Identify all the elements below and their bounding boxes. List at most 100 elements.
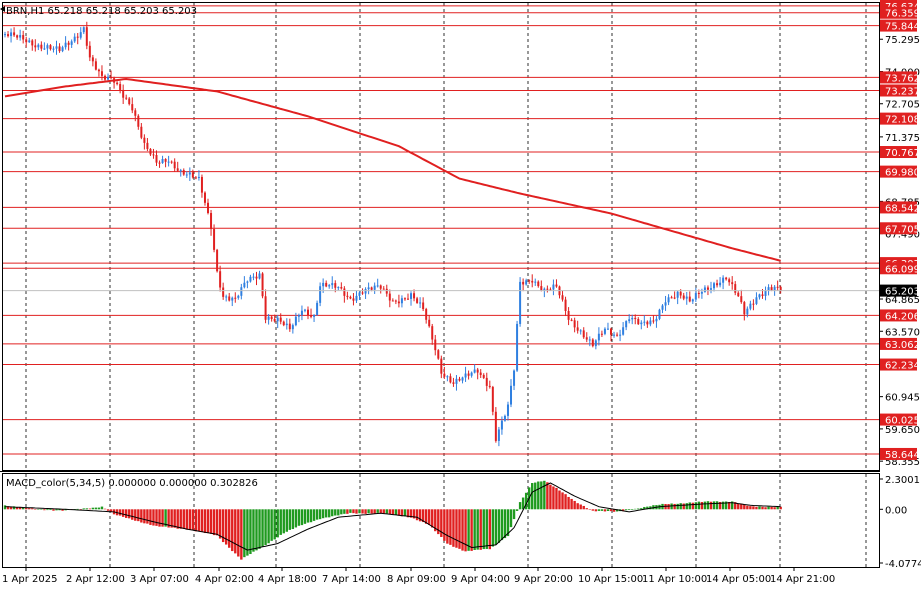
candle-body: [325, 282, 328, 287]
candle-body: [125, 97, 128, 99]
macd-bar: [621, 509, 625, 512]
macd-bar: [606, 509, 610, 512]
macd-bar: [570, 498, 573, 510]
candle-body: [776, 286, 779, 288]
price-pane-frame: [2, 2, 880, 471]
macd-bar: [473, 509, 476, 550]
macd-bar: [503, 509, 507, 539]
macd-bar: [452, 509, 455, 547]
candle-body: [697, 293, 700, 295]
macd-bar: [637, 508, 640, 510]
candle-body: [555, 284, 558, 287]
candle-body: [661, 305, 664, 310]
macd-bar: [140, 509, 143, 523]
candle-body: [140, 126, 143, 138]
time-label: 14 Apr 05:00: [706, 574, 771, 585]
candle-body: [691, 299, 694, 302]
macd-bar: [279, 509, 282, 535]
level-price-badge: [880, 413, 917, 426]
macd-bar: [25, 508, 28, 510]
candle-body: [470, 372, 473, 376]
macd-bar: [328, 509, 331, 518]
candle-body: [525, 280, 528, 285]
macd-bar: [552, 486, 555, 510]
horizontal-levels: [3, 5, 879, 455]
candle-body: [219, 271, 222, 288]
candle-body: [222, 287, 225, 297]
macd-bar: [767, 506, 770, 510]
macd-bar: [346, 509, 349, 514]
macd-bar: [318, 509, 322, 520]
macd-bar: [591, 509, 595, 511]
candle-body: [585, 337, 588, 340]
candle-body: [761, 294, 764, 296]
macd-bar: [518, 502, 522, 510]
macd-bar: [58, 509, 61, 511]
macd-bar: [49, 509, 52, 511]
candle-body: [622, 327, 625, 335]
macd-bar: [543, 480, 546, 510]
price-tick-label: 63.570: [885, 327, 920, 338]
macd-bar: [779, 506, 782, 510]
candle-body: [440, 358, 443, 374]
macd-bar: [627, 509, 631, 510]
macd-bar: [200, 509, 204, 532]
macd-bar: [234, 509, 237, 554]
price-tick-label: 59.650: [885, 425, 920, 436]
macd-bar: [509, 509, 513, 528]
macd-signal-line: [4, 482, 781, 551]
macd-signal: [4, 482, 781, 551]
macd-tick-label: 0.00: [885, 505, 907, 516]
macd-bar: [285, 509, 288, 532]
candle-body: [367, 287, 370, 290]
candle-body: [167, 161, 170, 163]
macd-bar: [321, 509, 325, 519]
candle-body: [122, 89, 125, 98]
macd-bar: [418, 509, 422, 522]
level-price-label: 66.099: [885, 264, 920, 275]
macd-bar: [376, 509, 379, 513]
candle-body: [388, 293, 391, 301]
candle-body: [634, 317, 637, 320]
macd-bar: [388, 509, 392, 515]
candle-body: [640, 322, 643, 325]
candle-body: [740, 296, 743, 303]
candle-body: [331, 283, 334, 286]
candle-body: [473, 369, 476, 373]
candle-body: [255, 276, 258, 279]
candle-body: [276, 317, 279, 322]
candle-body: [503, 415, 506, 421]
candle-body: [746, 308, 749, 315]
candle-body: [297, 315, 300, 317]
candle-body: [561, 295, 564, 300]
candle-body: [452, 382, 455, 384]
macd-bar: [143, 509, 146, 524]
macd-bar: [455, 509, 458, 548]
macd-bar: [79, 509, 82, 510]
macd-bar: [224, 509, 228, 545]
candle-body: [491, 386, 494, 412]
candle-body: [40, 44, 43, 49]
candle-body: [137, 115, 140, 127]
candle-body: [446, 376, 449, 378]
macd-bar: [191, 509, 195, 531]
candle-body: [597, 333, 600, 341]
time-label: 10 Apr 15:00: [578, 574, 643, 585]
candle-body: [737, 292, 740, 297]
macd-bar: [188, 509, 192, 530]
candle-body: [713, 283, 716, 289]
candle-body: [773, 286, 776, 291]
macd-bar: [152, 509, 155, 526]
candle-body: [428, 319, 431, 327]
level-price-label: 62.234: [885, 361, 920, 372]
candle-body: [688, 296, 691, 302]
macd-bar: [667, 504, 670, 510]
candle-body: [273, 318, 276, 322]
candle-body: [549, 289, 552, 291]
macd-bar: [573, 500, 576, 510]
macd-bar: [446, 509, 449, 544]
macd-bar: [485, 509, 488, 549]
macd-bar: [337, 509, 340, 516]
